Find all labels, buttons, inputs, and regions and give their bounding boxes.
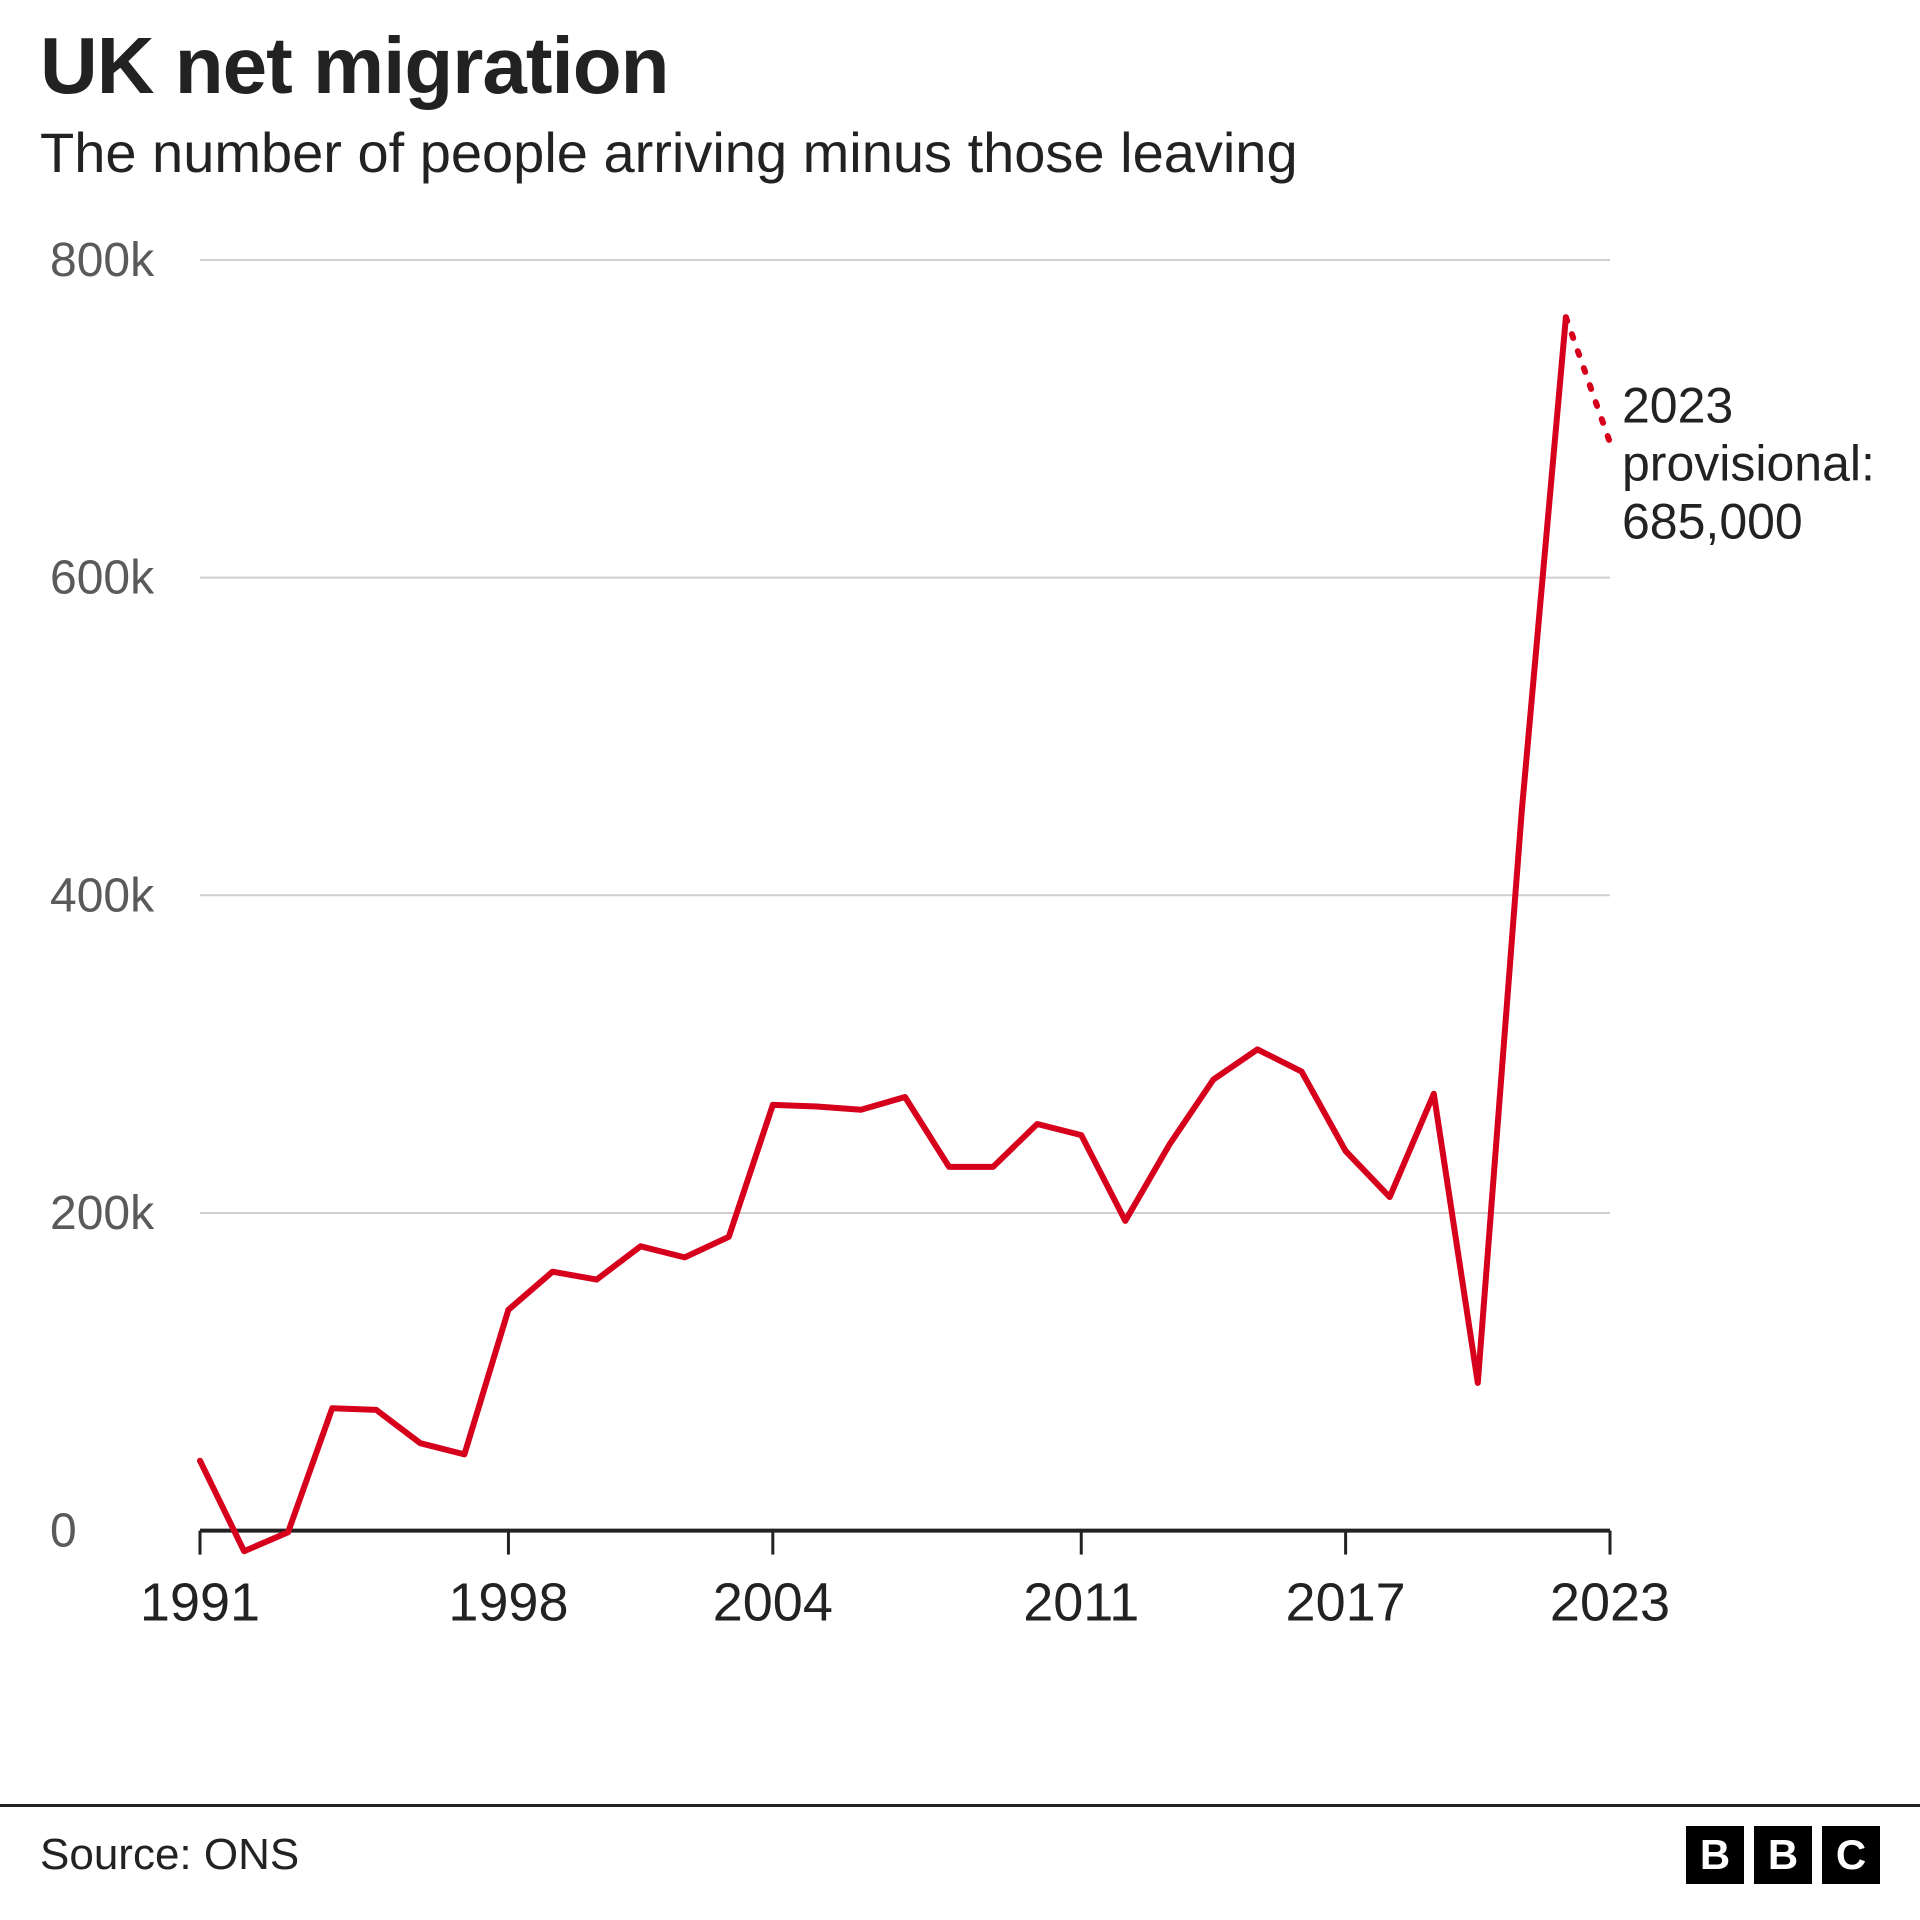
chart-container: UK net migration The number of people ar…	[0, 0, 1920, 1920]
svg-text:provisional:: provisional:	[1622, 436, 1875, 492]
svg-text:2017: 2017	[1286, 1573, 1406, 1633]
svg-text:2004: 2004	[713, 1573, 833, 1633]
chart-title: UK net migration	[40, 20, 668, 112]
svg-text:685,000: 685,000	[1622, 494, 1803, 550]
svg-text:2023: 2023	[1550, 1573, 1670, 1633]
svg-text:800k: 800k	[50, 234, 155, 287]
chart-subtitle: The number of people arriving minus thos…	[40, 120, 1298, 185]
source-text: Source: ONS	[40, 1812, 299, 1880]
bbc-logo-box: C	[1822, 1826, 1880, 1884]
chart-area: 0 200k 400k 600k 800k 1991 1998 2004 2011 2017 202…	[40, 230, 1880, 1760]
svg-text:2011: 2011	[1023, 1573, 1139, 1633]
bbc-logo: B B C	[1686, 1808, 1880, 1884]
svg-text:1991: 1991	[140, 1573, 260, 1633]
svg-text:0: 0	[50, 1505, 77, 1558]
svg-text:2023: 2023	[1622, 378, 1733, 434]
svg-text:200k: 200k	[50, 1187, 155, 1240]
svg-text:600k: 600k	[50, 552, 155, 605]
line-chart-svg: 0 200k 400k 600k 800k 1991 1998 2004 2011 2017 202…	[40, 230, 1880, 1760]
svg-text:400k: 400k	[50, 869, 155, 922]
footer: Source: ONS B B C	[0, 1804, 1920, 1884]
svg-text:1998: 1998	[448, 1573, 568, 1633]
bbc-logo-box: B	[1686, 1826, 1744, 1884]
bbc-logo-box: B	[1754, 1826, 1812, 1884]
